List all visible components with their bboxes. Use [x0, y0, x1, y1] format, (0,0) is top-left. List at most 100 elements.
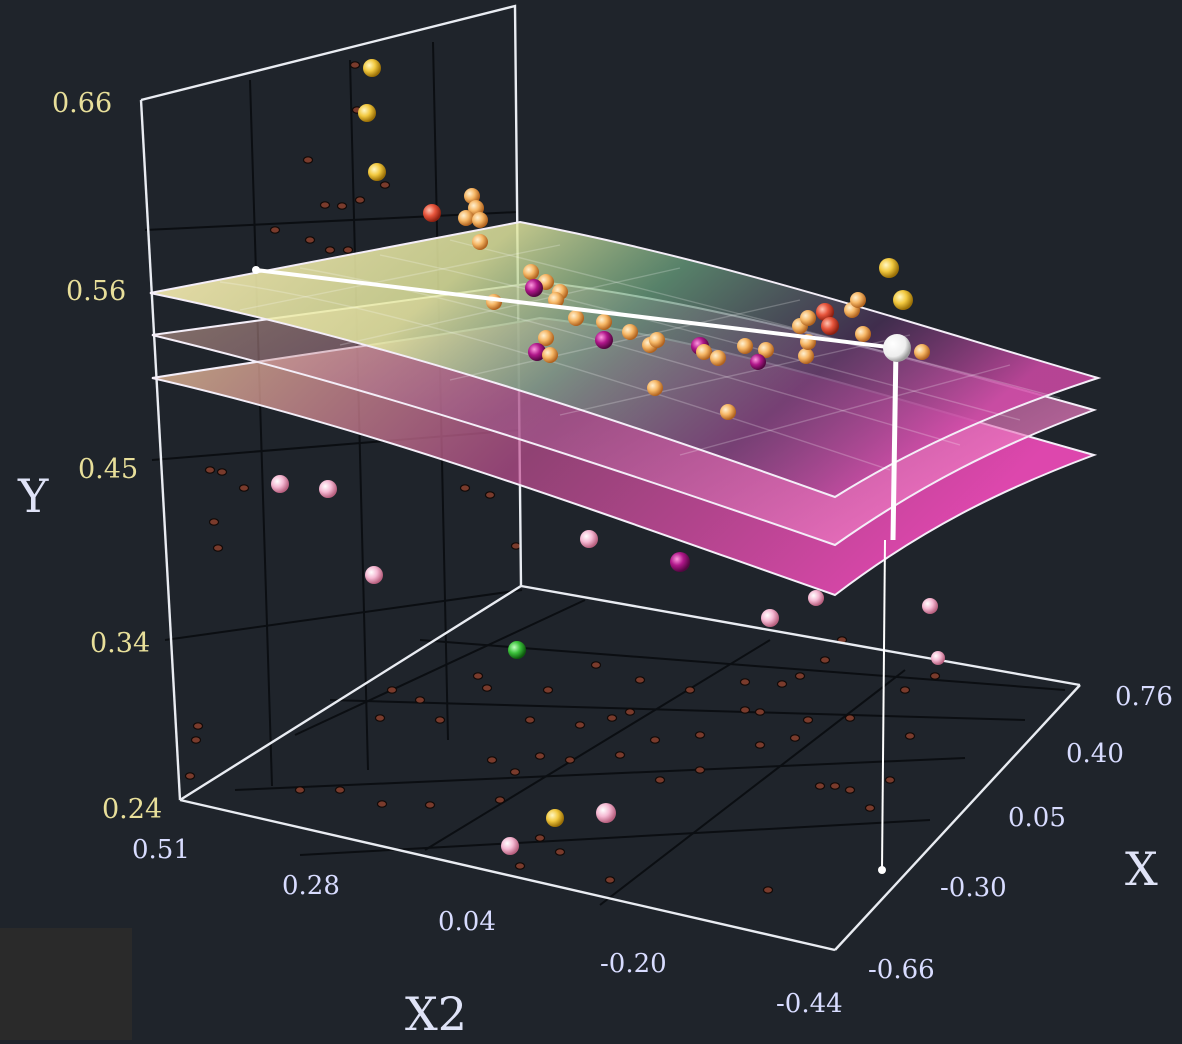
- shadow-dot: [342, 246, 354, 254]
- data-point-pink: [808, 590, 824, 606]
- shadow-dot: [739, 706, 751, 714]
- upper-surface: [149, 220, 1102, 499]
- shadow-dot: [481, 684, 493, 692]
- data-point-orange: [538, 330, 554, 346]
- data-point-pink: [580, 530, 598, 548]
- shadow-dot: [654, 776, 666, 784]
- shadow-dot: [459, 484, 471, 492]
- data-point-yellow: [368, 163, 386, 181]
- shadow-dot: [472, 672, 484, 680]
- data-point-orange: [758, 342, 774, 358]
- y-tick: 0.45: [78, 454, 138, 485]
- shadow-dot: [424, 801, 436, 809]
- x-axis-ticks: 0.76 0.40 0.05 -0.30 -0.66: [868, 682, 1173, 985]
- shadow-dot: [864, 804, 876, 812]
- shadow-dot: [486, 756, 498, 764]
- x2-tick: -0.44: [776, 989, 843, 1019]
- data-point-red: [423, 204, 441, 222]
- shadow-dot: [776, 680, 788, 688]
- shadow-dot: [789, 734, 801, 742]
- x-tick: -0.30: [940, 873, 1007, 903]
- x2-axis-ticks: 0.51 0.28 0.04 -0.20 -0.44: [132, 835, 843, 1019]
- shadow-dot: [376, 800, 388, 808]
- shadow-dot: [414, 696, 426, 704]
- data-point-orange: [914, 344, 930, 360]
- data-point-orange: [647, 380, 663, 396]
- data-point-red: [821, 317, 839, 335]
- data-point-pink: [596, 803, 616, 823]
- data-point-magenta: [595, 331, 613, 349]
- shadow-dot: [386, 686, 398, 694]
- data-point-orange: [523, 264, 539, 280]
- data-point-orange: [710, 350, 726, 366]
- data-point-orange: [472, 234, 488, 250]
- shadow-dot: [634, 676, 646, 684]
- data-point-yellow: [363, 59, 381, 77]
- shadow-dot: [694, 731, 706, 739]
- highlight-point-floor: [878, 866, 886, 874]
- shadow-dot: [349, 61, 361, 69]
- y-tick: 0.34: [90, 628, 150, 659]
- shadow-dot: [794, 672, 806, 680]
- shadow-dot: [208, 518, 220, 526]
- shadow-dot: [754, 708, 766, 716]
- axis-frame: [139, 4, 1081, 952]
- shadow-dot: [694, 766, 706, 774]
- shadow-dot: [192, 722, 204, 730]
- surface-grid: [219, 239, 1061, 471]
- y-tick: 0.24: [102, 794, 162, 825]
- shadow-dot: [904, 732, 916, 740]
- shadow-dot: [819, 656, 831, 664]
- shadow-dot: [564, 756, 576, 764]
- data-point-orange: [720, 404, 736, 420]
- data-point-orange: [472, 212, 488, 228]
- data-point-yellow: [358, 104, 376, 122]
- y-axis-ticks: 0.66 0.56 0.45 0.34 0.24: [52, 88, 162, 825]
- shadow-dot: [606, 714, 618, 722]
- y-axis-title: Y: [17, 469, 49, 523]
- y-tick: 0.56: [66, 276, 126, 307]
- shadow-dot: [754, 741, 766, 749]
- shadow-dot: [899, 686, 911, 694]
- shadow-dot: [534, 834, 546, 842]
- shadow-dot: [204, 466, 216, 474]
- data-point-orange: [798, 348, 814, 364]
- shadow-dot: [434, 716, 446, 724]
- shadow-dot: [844, 786, 856, 794]
- data-point-pink: [365, 566, 383, 584]
- shadow-dot: [524, 716, 536, 724]
- shadow-dot: [238, 484, 250, 492]
- regression-surfaces: [149, 220, 1102, 597]
- data-point-pink: [501, 837, 519, 855]
- shadow-dot: [614, 751, 626, 759]
- shadow-dot: [324, 246, 336, 254]
- data-point-pink: [761, 609, 779, 627]
- shadow-dot: [534, 752, 546, 760]
- shadow-dot: [184, 772, 196, 780]
- shadow-dot: [802, 716, 814, 724]
- highlight-lines: [255, 268, 899, 871]
- data-point-orange: [548, 292, 564, 308]
- data-point-yellow: [893, 290, 913, 310]
- corner-patch: [0, 928, 132, 1040]
- shadow-dot: [190, 736, 202, 744]
- data-point-orange: [850, 292, 866, 308]
- shadow-dot: [216, 468, 228, 476]
- x2-tick: 0.51: [132, 835, 190, 865]
- data-point-yellow: [879, 258, 899, 278]
- data-point-pink: [931, 651, 945, 665]
- data-point-red: [816, 303, 834, 321]
- shadow-dot: [542, 686, 554, 694]
- shadow-dot: [336, 202, 348, 210]
- shadow-dot: [304, 236, 316, 244]
- data-point-green: [508, 641, 526, 659]
- data-point-magenta: [525, 279, 543, 297]
- shadow-dot: [590, 661, 602, 669]
- x-tick: 0.05: [1008, 803, 1066, 833]
- shadow-dot: [624, 708, 636, 716]
- shadow-dot: [514, 862, 526, 870]
- shadow-dot: [354, 196, 366, 204]
- data-point-orange: [737, 338, 753, 354]
